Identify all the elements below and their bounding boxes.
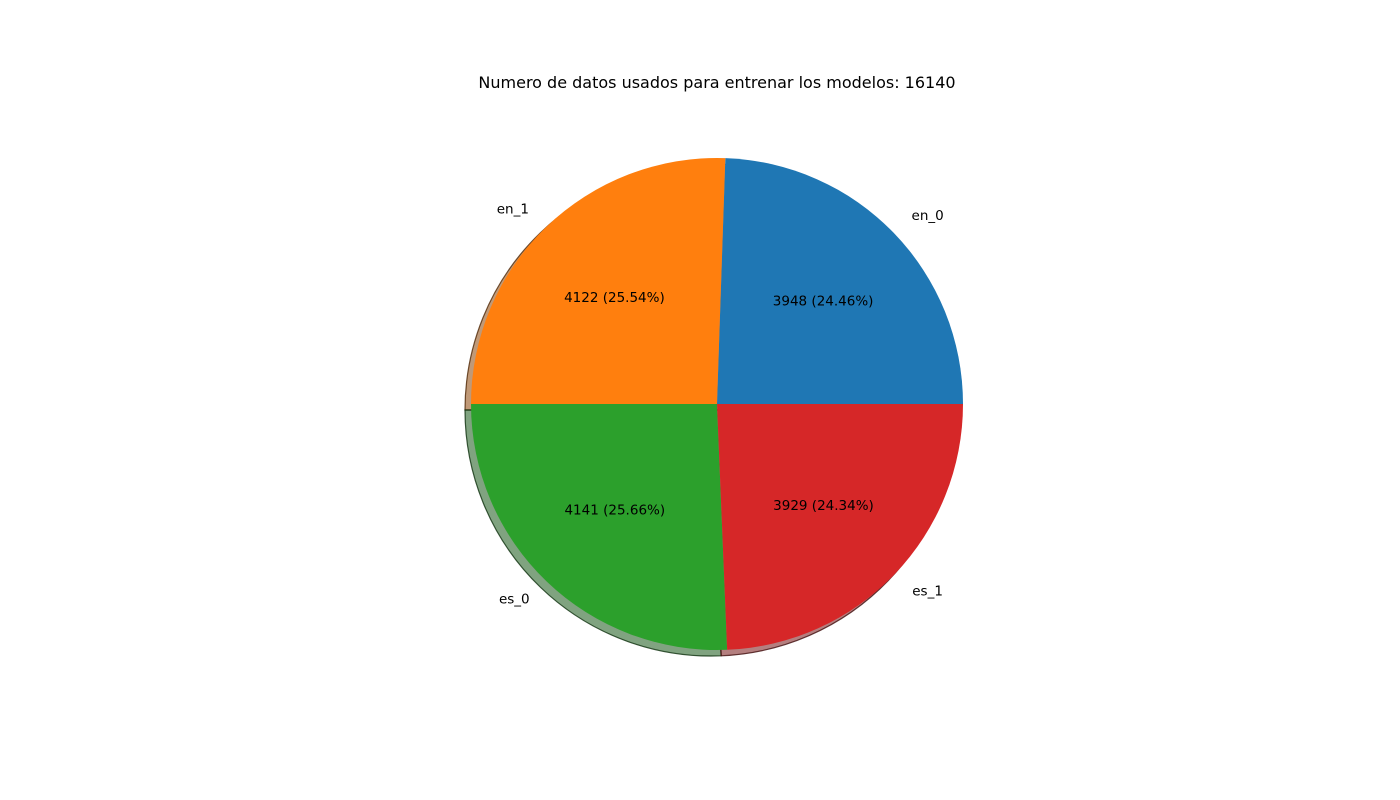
pie-slice-en-0 [717, 158, 963, 404]
slice-value-label-es-1: 3929 (24.34%) [773, 498, 874, 514]
pie-labels: en_0 3948 (24.46%) en_1 4122 (25.54%) es_0 41… [497, 201, 944, 607]
slice-label-es-1: es_1 [912, 583, 943, 599]
slice-label-en-0: en_0 [912, 208, 944, 224]
slice-label-en-1: en_1 [497, 201, 529, 217]
slice-value-label-es-0: 4141 (25.66%) [564, 503, 665, 519]
slice-value-label-en-0: 3948 (24.46%) [773, 293, 874, 309]
chart-title: Numero de datos usados para entrenar los… [478, 73, 955, 92]
pie-slice-es-1 [717, 404, 963, 650]
pie-slice-es-0 [471, 404, 728, 651]
pie-slices [471, 158, 963, 651]
pie-slice-en-1 [471, 158, 726, 404]
slice-value-label-en-1: 4122 (25.54%) [564, 290, 665, 306]
slice-label-es-0: es_0 [499, 591, 530, 607]
